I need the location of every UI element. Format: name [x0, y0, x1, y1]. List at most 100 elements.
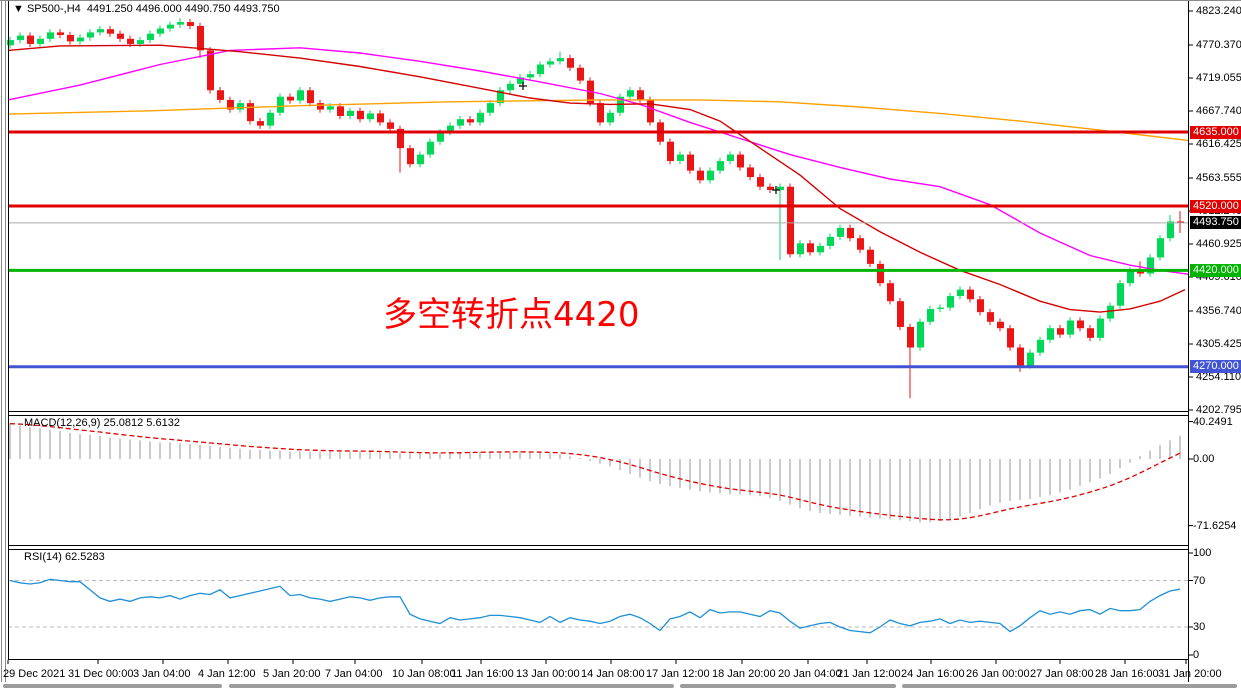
candle-up: [487, 103, 494, 113]
time-axis-label: 5 Jan 20:00: [263, 668, 321, 680]
candle-down: [397, 128, 404, 149]
candle-up: [1047, 328, 1054, 340]
rsi-scale-label: 100: [1193, 547, 1212, 559]
ma-slow-orange: [7, 99, 1189, 142]
candle-up: [437, 132, 444, 142]
candle-up: [727, 154, 734, 161]
price-scale-label: 4460.925: [1196, 238, 1241, 250]
price-scale-label: 4823.240: [1196, 5, 1241, 17]
candle-up: [1027, 352, 1034, 366]
candle-up: [77, 37, 84, 42]
candle-down: [1007, 328, 1014, 348]
candle-down: [647, 99, 654, 123]
candle-down: [897, 301, 904, 327]
candle-down: [197, 25, 204, 51]
candle-up: [517, 77, 524, 84]
time-axis-label: 31 Jan 20:00: [1158, 668, 1222, 680]
candle-up: [607, 112, 614, 123]
candle-up: [157, 28, 164, 34]
candle-up: [927, 308, 934, 322]
candle-up: [147, 33, 154, 41]
price-scale-label: 4202.795: [1196, 404, 1241, 416]
bottom-strip-segment[interactable]: [3, 684, 222, 688]
candle-down: [127, 38, 134, 44]
candle-down: [247, 103, 254, 122]
candle-up: [717, 160, 724, 171]
candle-up: [237, 103, 244, 110]
candle-down: [807, 243, 814, 253]
macd-scale-label: -71.6254: [1193, 519, 1237, 532]
time-axis-label: 17 Jan 12:00: [646, 668, 710, 680]
candle-up: [1157, 238, 1164, 258]
hline-price-label: 4270.000: [1190, 360, 1241, 374]
candle-up: [367, 113, 374, 120]
bottom-strip-segment[interactable]: [229, 684, 674, 688]
time-axis-label: 14 Jan 08:00: [581, 668, 645, 680]
candle-up: [87, 32, 94, 38]
price-scale-label: 4356.740: [1196, 305, 1241, 317]
candle-down: [637, 90, 644, 100]
candle-up: [327, 106, 334, 110]
time-axis-label: 24 Jan 16:00: [901, 668, 965, 680]
time-axis-label: 13 Jan 00:00: [516, 668, 580, 680]
candle-up: [447, 125, 454, 133]
candle-down: [867, 249, 874, 264]
candle-up: [417, 154, 424, 165]
candle-down: [287, 96, 294, 101]
bottom-strip-segment[interactable]: [902, 684, 1237, 688]
candle-up: [537, 64, 544, 75]
time-axis-label: 29 Dec 2021: [3, 668, 66, 680]
candle-up: [1097, 318, 1104, 338]
annotation-text: 多空转折点4420: [383, 295, 640, 335]
candle-up: [97, 29, 104, 33]
candle-up: [1127, 270, 1134, 284]
candle-down: [907, 326, 914, 348]
candle-up: [707, 170, 714, 181]
candle-down: [967, 289, 974, 300]
candle-up: [1037, 339, 1044, 353]
candle-up: [837, 227, 844, 237]
candle-up: [937, 307, 944, 309]
candle-down: [887, 283, 894, 302]
chart-title: ▼ SP500-,H4 4491.250 4496.000 4490.750 4…: [13, 3, 280, 16]
candle-up: [177, 22, 184, 25]
candle-down: [997, 321, 1004, 329]
time-axis-label: 21 Jan 12:00: [837, 668, 901, 680]
time-axis-label: 10 Jan 08:00: [392, 668, 456, 680]
candle-down: [317, 103, 324, 110]
candle-up: [777, 186, 784, 190]
candle-down: [787, 186, 794, 255]
candle-down: [1017, 347, 1024, 366]
price-scale-label: 4254.110: [1196, 371, 1241, 383]
rsi-line: [9, 578, 1181, 634]
candle-down: [257, 121, 264, 126]
candle-down: [767, 186, 774, 190]
candle-up: [137, 40, 144, 44]
price-scale-label: 4667.740: [1196, 105, 1241, 117]
candle-up: [527, 74, 534, 78]
candle-up: [477, 112, 484, 123]
candle-up: [167, 24, 174, 29]
candle-up: [1067, 320, 1074, 335]
candle-up: [827, 236, 834, 246]
macd-signal-line: [9, 423, 1181, 521]
time-axis-label: 18 Jan 20:00: [712, 668, 776, 680]
collapse-icon[interactable]: ▼: [13, 3, 24, 15]
rsi-scale-label: 30: [1193, 621, 1206, 633]
candle-up: [347, 110, 354, 116]
candle-up: [7, 40, 14, 46]
price-scale-label: 4770.370: [1196, 39, 1241, 51]
time-axis-label: 26 Jan 00:00: [966, 668, 1030, 680]
candle-down: [1137, 270, 1144, 274]
candle-up: [547, 61, 554, 65]
candle-down: [1077, 320, 1084, 329]
candle-down: [697, 170, 704, 181]
rsi-scale-label: 70: [1193, 574, 1206, 587]
symbol-ohlc-text: SP500-,H4 4491.250 4496.000 4490.750 449…: [26, 3, 280, 15]
candle-up: [947, 296, 954, 308]
candle-up: [797, 243, 804, 255]
time-axis-label: 28 Jan 16:00: [1095, 668, 1159, 680]
bottom-strip-segment[interactable]: [680, 684, 896, 688]
